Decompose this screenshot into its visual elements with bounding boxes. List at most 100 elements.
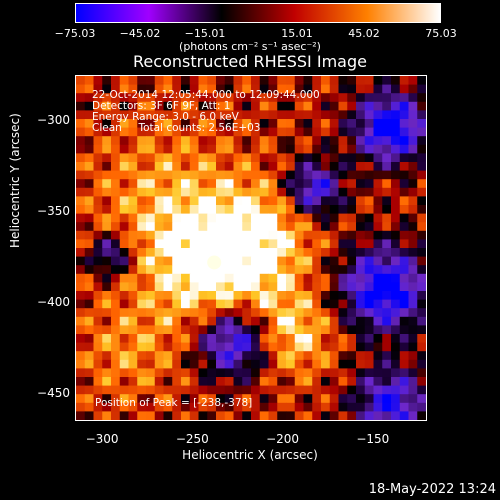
heatmap-cell: [216, 359, 226, 369]
heatmap-cell: [198, 76, 208, 86]
x-tick-label: −200: [266, 432, 300, 446]
heatmap-cell: [181, 291, 191, 301]
heatmap-cell: [417, 359, 426, 369]
heatmap-cell: [102, 325, 112, 335]
heatmap-cell: [154, 248, 164, 258]
heatmap-cell: [364, 76, 374, 86]
annotation-peak-position: Position of Peak = [-238,-378]: [95, 397, 253, 409]
heatmap-cell: [128, 127, 138, 137]
heatmap-cell: [399, 359, 409, 369]
heatmap-cell: [146, 351, 156, 361]
heatmap-cell: [259, 230, 269, 240]
heatmap-cell: [417, 394, 426, 404]
heatmap-cell: [207, 196, 217, 206]
heatmap-cell: [364, 136, 374, 146]
heatmap-cell: [338, 316, 348, 326]
heatmap-cell: [207, 136, 217, 146]
heatmap-cell: [338, 205, 348, 215]
heatmap-cell: [338, 291, 348, 301]
heatmap-cell: [294, 265, 304, 275]
heatmap-cell: [294, 110, 304, 120]
heatmap-cell: [181, 76, 191, 86]
heatmap-cell: [408, 213, 418, 223]
heatmap-cell: [268, 239, 278, 249]
heatmap-cell: [277, 179, 287, 189]
heatmap-cell: [146, 179, 156, 189]
heatmap-cell: [364, 291, 374, 301]
heatmap-cell: [111, 334, 121, 344]
heatmap-cell: [259, 368, 269, 378]
heatmap-cell: [347, 248, 357, 258]
heatmap-cell: [119, 402, 129, 412]
heatmap-cell: [277, 162, 287, 172]
heatmap-cell: [93, 394, 103, 404]
heatmap-cell: [382, 179, 392, 189]
heatmap-cell: [321, 76, 331, 86]
heatmap-cell: [338, 153, 348, 163]
heatmap-cell: [119, 291, 129, 301]
heatmap-cell: [259, 316, 269, 326]
heatmap-cell: [312, 170, 322, 180]
heatmap-cell: [391, 101, 401, 111]
heatmap-cell: [303, 239, 313, 249]
heatmap-cell: [312, 127, 322, 137]
heatmap-cell: [224, 213, 234, 223]
heatmap-cell: [364, 170, 374, 180]
heatmap-cell: [417, 230, 426, 240]
heatmap-cell: [373, 402, 383, 412]
heatmap-cell: [286, 368, 296, 378]
heatmap-cell: [111, 230, 121, 240]
heatmap-cell: [373, 411, 383, 420]
heatmap-cell: [189, 273, 199, 283]
heatmap-cell: [84, 325, 94, 335]
heatmap-cell: [172, 187, 182, 197]
heatmap-cell: [163, 385, 173, 395]
heatmap-cell: [329, 101, 339, 111]
heatmap-cell: [312, 325, 322, 335]
heatmap-cell: [189, 144, 199, 154]
heatmap-cell: [356, 282, 366, 292]
heatmap-cell: [268, 265, 278, 275]
heatmap-cell: [224, 334, 234, 344]
heatmap-cell: [242, 316, 252, 326]
heatmap-cell: [286, 402, 296, 412]
heatmap-cell: [93, 162, 103, 172]
heatmap-cell: [312, 205, 322, 215]
heatmap-cell: [321, 316, 331, 326]
heatmap-cell: [216, 222, 226, 232]
heatmap-cell: [189, 394, 199, 404]
heatmap-cell: [93, 101, 103, 111]
heatmap-cell: [76, 291, 86, 301]
heatmap-cell: [233, 162, 243, 172]
heatmap-cell: [286, 119, 296, 129]
heatmap-cell: [224, 239, 234, 249]
heatmap-cell: [373, 196, 383, 206]
heatmap-cell: [408, 144, 418, 154]
heatmap-cell: [251, 265, 261, 275]
heatmap-cell: [128, 84, 138, 94]
heatmap-cell: [172, 342, 182, 352]
heatmap-cell: [303, 394, 313, 404]
heatmap-cell: [233, 196, 243, 206]
heatmap-cell: [303, 119, 313, 129]
heatmap-cell: [399, 101, 409, 111]
heatmap-cell: [172, 265, 182, 275]
heatmap-cell: [84, 162, 94, 172]
heatmap-cell: [251, 76, 261, 86]
heatmap-cell: [233, 402, 243, 412]
heatmap-cell: [93, 213, 103, 223]
heatmap-cell: [233, 76, 243, 86]
heatmap-cell: [356, 385, 366, 395]
heatmap-cell: [76, 385, 86, 395]
heatmap-cell: [207, 205, 217, 215]
heatmap-cell: [224, 196, 234, 206]
heatmap-cell: [84, 282, 94, 292]
heatmap-cell: [382, 205, 392, 215]
heatmap-cell: [408, 411, 418, 420]
heatmap-cell: [303, 84, 313, 94]
heatmap-cell: [364, 273, 374, 283]
heatmap-cell: [154, 256, 164, 266]
heatmap-cell: [111, 136, 121, 146]
heatmap-cell: [391, 411, 401, 420]
heatmap-cell: [391, 213, 401, 223]
